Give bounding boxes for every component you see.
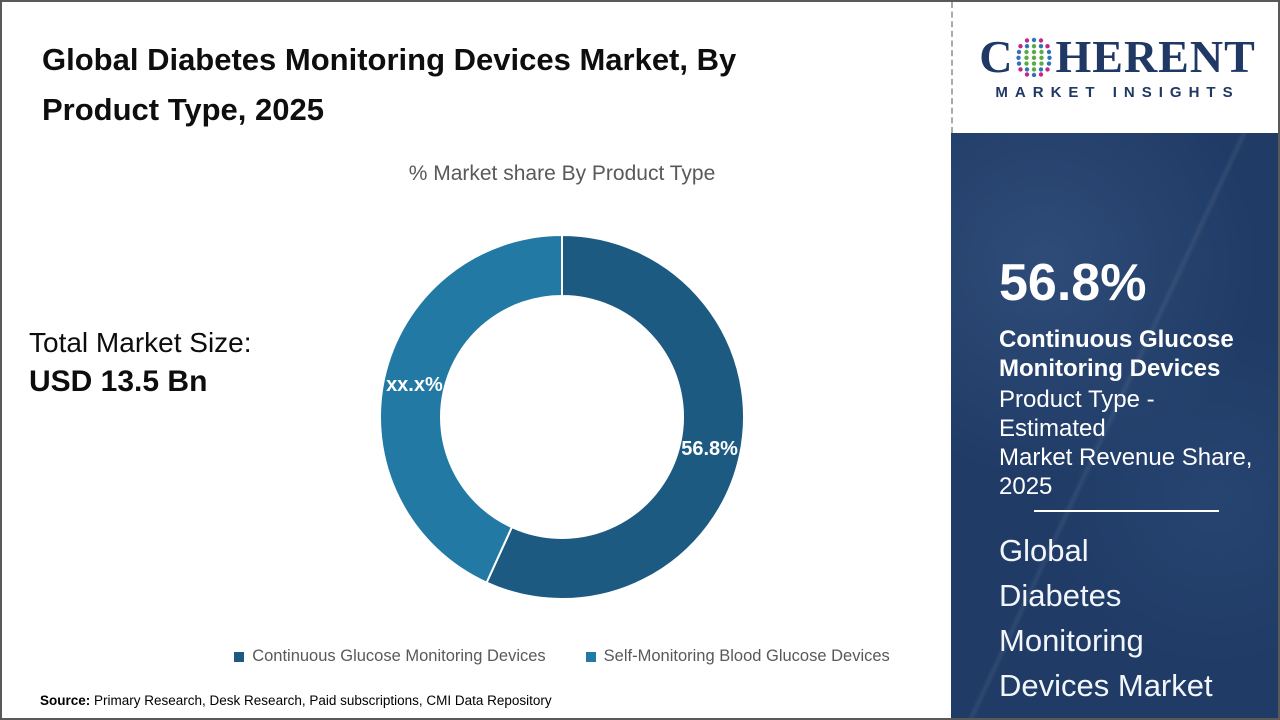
chart-legend: Continuous Glucose Monitoring Devices Sel…: [187, 647, 937, 666]
source-line: Source: Primary Research, Desk Research,…: [40, 693, 552, 708]
market-name: Global Diabetes Monitoring Devices Market: [999, 533, 1213, 703]
sidebar: C HERENT MARKET INSIGHTS 56.8%: [951, 2, 1278, 718]
page-title: Global Diabetes Monitoring Devices Marke…: [42, 42, 737, 127]
brand-letter-c: C: [979, 31, 1014, 82]
total-market-size-label: Total Market Size:: [29, 327, 252, 358]
slice-label: 56.8%: [681, 438, 738, 460]
sidebar-panel: 56.8% Continuous Glucose Monitoring Devic…: [951, 133, 1278, 718]
slice-label: xx.x%: [386, 374, 443, 396]
donut-chart: 56.8% xx.x%: [379, 234, 745, 600]
panel-divider: [1034, 510, 1219, 512]
legend-label: Continuous Glucose Monitoring Devices: [252, 647, 546, 665]
legend-label: Self-Monitoring Blood Glucose Devices: [603, 647, 890, 665]
chart-subtitle: % Market share By Product Type: [408, 162, 716, 185]
brand-logo: C HERENT MARKET INSIGHTS: [951, 2, 1278, 133]
globe-icon: [1016, 37, 1053, 77]
headline-description: Product Type - Estimated Market Revenue S…: [999, 386, 1253, 500]
brand-letters-rest: HERENT: [1055, 31, 1256, 82]
source-text: Primary Research, Desk Research, Paid su…: [90, 693, 552, 708]
brand-wordmark: C HERENT: [979, 34, 1256, 80]
legend-item: Continuous Glucose Monitoring Devices: [234, 647, 546, 666]
total-market-size: Total Market Size: USD 13.5 Bn: [29, 324, 252, 402]
headline-segment-name: Continuous Glucose Monitoring Devices: [999, 326, 1234, 382]
legend-swatch-icon: [234, 651, 245, 662]
total-market-size-value: USD 13.5 Bn: [29, 365, 208, 398]
legend-item: Self-Monitoring Blood Glucose Devices: [585, 647, 890, 666]
headline-share-value: 56.8%: [999, 254, 1147, 312]
brand-subtext: MARKET INSIGHTS: [995, 84, 1240, 101]
donut-slice: [379, 234, 563, 584]
legend-swatch-icon: [585, 651, 596, 662]
source-label: Source:: [40, 693, 91, 708]
donut-slice: [485, 234, 745, 600]
